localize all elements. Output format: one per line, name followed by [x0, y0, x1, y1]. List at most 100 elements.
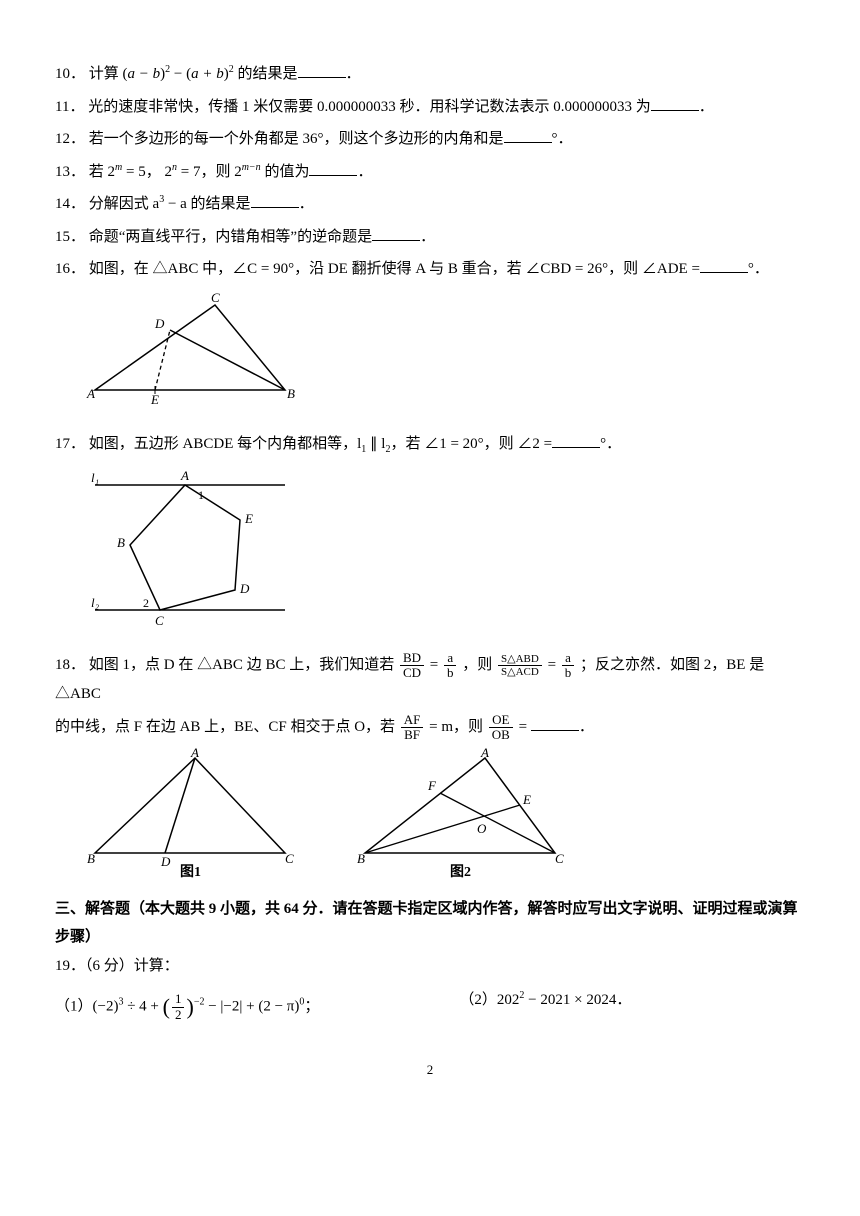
svg-text:C: C	[555, 851, 564, 866]
q18-mid: ，则	[462, 657, 496, 673]
svg-text:B: B	[357, 851, 365, 866]
blank	[700, 257, 748, 273]
svg-text:C: C	[285, 851, 294, 866]
frac-half: 12	[172, 992, 185, 1022]
section-3-title: 三、解答题（本大题共 9 小题，共 64 分．请在答题卡指定区域内作答，解答时应…	[55, 895, 805, 952]
q18-l2a: 的中线，点 F 在边 AB 上，BE、CF 相交于点 O，若	[55, 719, 399, 735]
lbl-D: D	[154, 316, 165, 331]
q10-a: 计算 (	[89, 66, 128, 82]
lbl-l2: l₂	[91, 595, 100, 610]
svg-text:O: O	[477, 821, 487, 836]
question-15: 15． 命题“两直线平行，内错角相等”的逆命题是 ．	[55, 223, 805, 252]
q16-num: 16．	[55, 261, 85, 277]
q12-u: °．	[552, 131, 573, 147]
q13-d: 的值为	[261, 164, 310, 180]
q15-p: ．	[420, 229, 435, 245]
q17-b: ∥ l	[366, 436, 385, 452]
q19-1: （1）(−2)3 ÷ 4 + (12)−2 − |−2| + (2 − π)0；	[55, 986, 319, 1028]
question-18-line2: 的中线，点 F 在边 AB 上，BE、CF 相交于点 O，若 AFBF = m，…	[55, 713, 805, 743]
q13-p: ．	[357, 164, 372, 180]
lbl-D: D	[239, 581, 250, 596]
page-number: 2	[55, 1058, 805, 1083]
q18-eq1: =	[430, 657, 442, 673]
question-14: 14． 分解因式 a3 − a 的结果是．	[55, 190, 805, 219]
lbl-2: 2	[143, 596, 149, 610]
q18-eq2: =	[548, 657, 560, 673]
fig-18b: A B C F E O 图2	[355, 748, 565, 889]
q10-p: ．	[346, 66, 361, 82]
q15-t: 命题“两直线平行，内错角相等”的逆命题是	[89, 229, 372, 245]
q18-a: 如图 1，点 D 在 △ABC 边 BC 上，我们知道若	[89, 657, 398, 673]
question-11: 11． 光的速度非常快，传播 1 米仅需要 0.000000033 秒．用科学记…	[55, 93, 805, 122]
svg-text:F: F	[427, 778, 437, 793]
lbl-C: C	[211, 290, 220, 305]
q14-num: 14．	[55, 196, 85, 212]
frac-oe-ob: OEOB	[489, 713, 513, 743]
lbl-1: 1	[198, 488, 204, 502]
svg-text:A: A	[190, 748, 199, 760]
q11-num: 11．	[55, 99, 84, 115]
q13-b: = 5， 2	[122, 164, 172, 180]
blank	[309, 160, 357, 176]
q10-t: 的结果是	[234, 66, 298, 82]
q17-num: 17．	[55, 436, 85, 452]
frac-af-bf: AFBF	[401, 713, 424, 743]
figure-17: l₁ l₂ A E D C B 1 2	[85, 465, 805, 641]
frac-ab2: ab	[562, 651, 575, 681]
q17-c: ，若 ∠1 = 20°，则 ∠2 =	[390, 436, 552, 452]
svg-text:E: E	[522, 792, 531, 807]
q11-p: ．	[699, 99, 714, 115]
q10-e1: a − b	[128, 66, 161, 82]
svg-text:图1: 图1	[180, 864, 201, 878]
svg-text:图2: 图2	[450, 864, 471, 878]
q14-b: − a 的结果是	[164, 196, 250, 212]
blank	[372, 225, 420, 241]
lbl-A: A	[180, 468, 189, 483]
question-17: 17． 如图，五边形 ABCDE 每个内角都相等，l1 ∥ l2，若 ∠1 = …	[55, 430, 805, 459]
lbl-B: B	[117, 535, 125, 550]
pentagon-svg: l₁ l₂ A E D C B 1 2	[85, 465, 295, 630]
fig-18a: A B C D 图1	[85, 748, 295, 889]
question-16: 16． 如图，在 △ABC 中，∠C = 90°，沿 DE 翻折使得 A 与 B…	[55, 255, 805, 284]
q16-a: 如图，在 △ABC 中，∠C = 90°，沿 DE 翻折使得 A 与 B 重合，…	[89, 261, 700, 277]
blank	[651, 95, 699, 111]
blank	[298, 62, 346, 78]
q18-eqm: = m，则	[429, 719, 487, 735]
q19-sub: （1）(−2)3 ÷ 4 + (12)−2 − |−2| + (2 − π)0；…	[55, 986, 805, 1028]
lbl-B: B	[287, 386, 295, 401]
frac-ab: ab	[444, 651, 457, 681]
blank	[251, 192, 299, 208]
q14-p: ．	[299, 196, 314, 212]
q13-num: 13．	[55, 164, 85, 180]
q18-eqb: =	[519, 719, 531, 735]
svg-text:D: D	[160, 854, 171, 869]
svg-text:A: A	[480, 748, 489, 760]
q13-mc: m−n	[242, 162, 261, 173]
q10-e2: a + b	[191, 66, 224, 82]
q19-2: （2）2022 − 2021 × 2024．	[459, 986, 631, 1028]
q17-u: °．	[600, 436, 621, 452]
frac-bd-cd: BDCD	[400, 651, 424, 681]
q13-c: = 7，则 2	[177, 164, 242, 180]
question-19: 19．（6 分）计算：	[55, 952, 805, 981]
figure-18: A B C D 图1 A B C F E O 图2	[85, 748, 805, 889]
q16-u: °．	[748, 261, 769, 277]
blank	[552, 432, 600, 448]
q11-t: 光的速度非常快，传播 1 米仅需要 0.000000033 秒．用科学记数法表示…	[88, 99, 651, 115]
lbl-C: C	[155, 613, 164, 628]
question-18: 18． 如图 1，点 D 在 △ABC 边 BC 上，我们知道若 BDCD = …	[55, 651, 805, 709]
q13-a: 若 2	[89, 164, 115, 180]
q12-num: 12．	[55, 131, 85, 147]
question-12: 12． 若一个多边形的每一个外角都是 36°，则这个多边形的内角和是 °．	[55, 125, 805, 154]
lbl-E: E	[244, 511, 253, 526]
q15-num: 15．	[55, 229, 85, 245]
lbl-A: A	[86, 386, 95, 401]
figure-16: A B C D E	[85, 290, 805, 421]
question-13: 13． 若 2m = 5， 2n = 7，则 2m−n 的值为．	[55, 158, 805, 187]
lbl-l1: l₁	[91, 470, 99, 485]
q12-t: 若一个多边形的每一个外角都是 36°，则这个多边形的内角和是	[89, 131, 504, 147]
q14-a: 分解因式 a	[89, 196, 159, 212]
triangle-fold-svg: A B C D E	[85, 290, 305, 410]
q18-num: 18．	[55, 657, 85, 673]
frac-s: S△ABDS△ACD	[498, 653, 542, 678]
